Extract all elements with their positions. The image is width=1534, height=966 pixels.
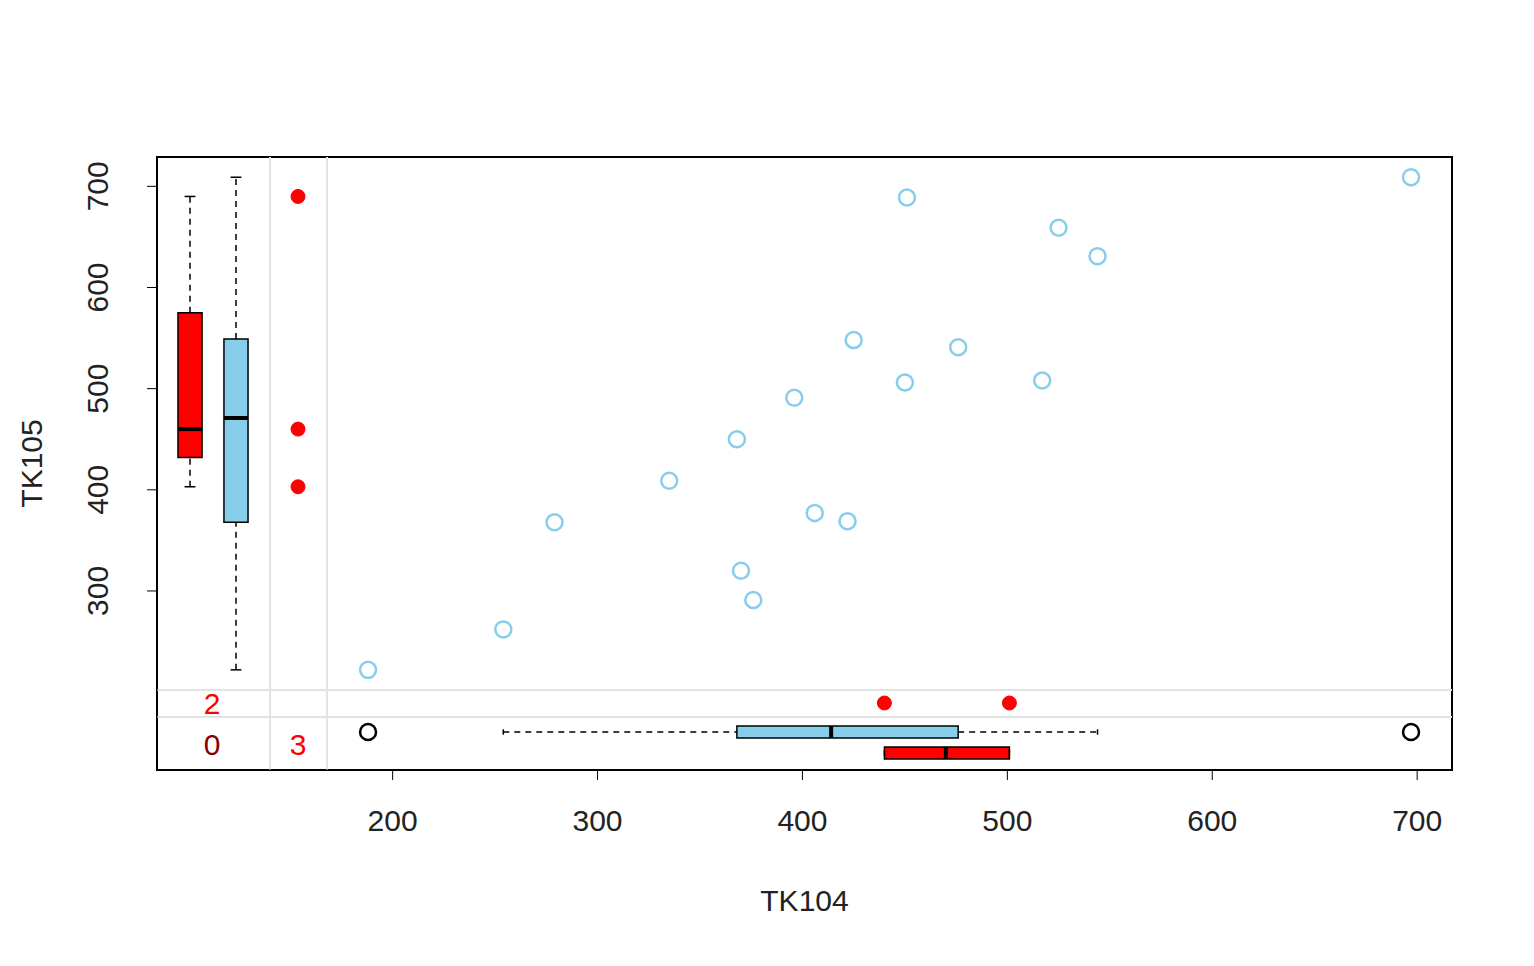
svg-text:0: 0 [204, 728, 221, 761]
svg-text:400: 400 [81, 465, 114, 515]
svg-text:600: 600 [1187, 804, 1237, 837]
svg-text:2: 2 [204, 687, 221, 720]
svg-text:300: 300 [573, 804, 623, 837]
svg-text:TK104: TK104 [760, 884, 848, 917]
svg-text:400: 400 [777, 804, 827, 837]
svg-text:700: 700 [1392, 804, 1442, 837]
svg-text:300: 300 [81, 566, 114, 616]
svg-text:600: 600 [81, 262, 114, 312]
svg-text:500: 500 [81, 364, 114, 414]
svg-text:TK105: TK105 [15, 419, 48, 507]
svg-text:700: 700 [81, 161, 114, 211]
svg-text:200: 200 [368, 804, 418, 837]
svg-text:3: 3 [290, 728, 307, 761]
svg-text:500: 500 [982, 804, 1032, 837]
